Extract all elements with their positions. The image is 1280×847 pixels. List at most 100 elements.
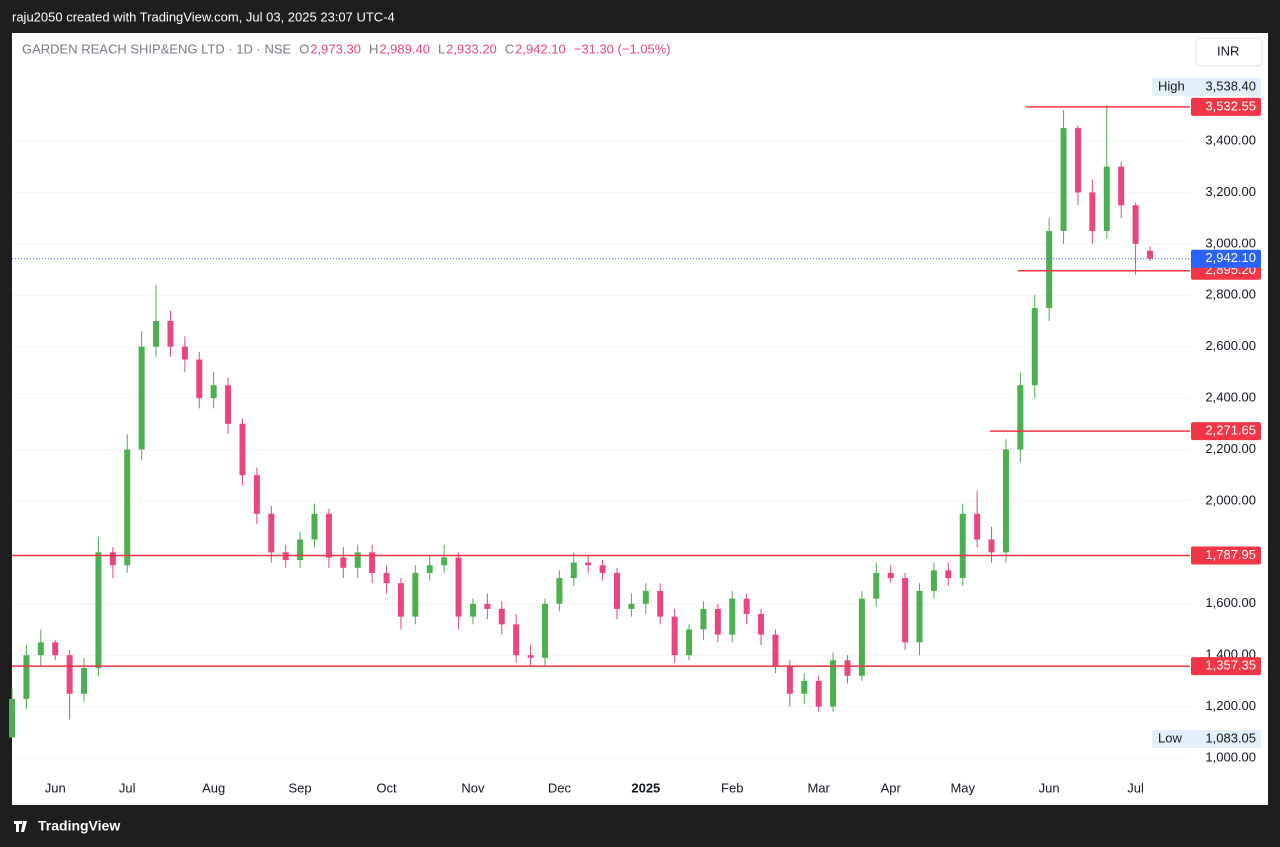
overlay: 3,532.552,895.202,271.651,787.951,357.35… [12,78,1261,748]
y-tick-label: 3,400.00 [1205,132,1256,147]
x-tick-label: Jun [1039,780,1060,795]
y-tick-label: 3,000.00 [1205,235,1256,250]
candle-body [1002,449,1009,553]
candle-body [426,565,433,573]
candle-body [124,449,131,566]
candle-body [1132,205,1139,244]
y-tick-label: 2,000.00 [1205,492,1256,507]
currency[interactable]: INR [1217,43,1239,58]
candle-body [729,598,736,635]
candle-body [974,513,981,540]
last-price-bg [1191,249,1261,268]
candle-body [887,572,894,579]
y-tick-label: 2,400.00 [1205,390,1256,405]
level-label-bg [1191,546,1261,565]
candle-body [844,660,851,676]
candle-body [743,598,750,615]
candle-body [758,614,765,635]
candle-body [9,698,15,738]
candle-body [441,557,448,566]
candle-body [311,513,318,540]
candle-body [527,655,534,658]
quote-value: 2,942.10 [515,41,566,56]
y-tick-label: 1,600.00 [1205,595,1256,610]
candle-body [686,629,693,656]
y-tick-label: 3,200.00 [1205,184,1256,199]
candle-body [858,598,865,676]
x-tick-label: Mar [807,780,830,795]
grid: 1,000.001,200.001,400.001,600.001,800.00… [12,132,1256,795]
y-tick-label: 2,200.00 [1205,441,1256,456]
candles [9,105,1153,738]
candle-body [484,603,491,609]
candle-body [1031,308,1038,386]
footer-brand: TradingView [38,818,120,834]
candle-body [153,320,160,347]
candle-body [354,552,361,568]
extreme-bg [1152,730,1261,748]
candle-body [1046,230,1053,309]
candle-body [585,562,592,566]
candle-body [830,660,837,707]
candle-body [167,320,174,347]
candle-body [66,655,73,694]
extreme-value: 1,083.05 [1205,730,1256,745]
candle-body [210,385,217,399]
extreme-key: High [1158,78,1185,93]
x-tick-label: 2025 [631,780,660,795]
candle-body [369,552,376,573]
candle-body [397,583,404,617]
y-tick-label: 1,000.00 [1205,749,1256,764]
candle-body [945,570,952,579]
candle-body [1147,250,1153,259]
candle-body [700,608,707,630]
extreme-value: 3,538.40 [1205,78,1256,93]
candle-body [930,570,937,591]
y-tick-label: 1,200.00 [1205,698,1256,713]
candle-body [772,634,779,666]
candle-body [513,624,520,656]
candle-body [412,572,419,617]
candle-body [498,608,505,625]
x-tick-label: Apr [881,780,902,795]
level-label-bg [1191,657,1261,676]
last-price-label: 2,942.10 [1205,250,1256,265]
x-tick-label: Aug [202,780,225,795]
extreme-key: Low [1158,730,1182,745]
header-text: raju2050 created with TradingView.com, J… [12,9,395,24]
quote-key: L [438,41,445,56]
candle-body [81,668,88,694]
level-label: 3,532.55 [1205,98,1256,113]
candle-body [383,572,390,584]
candle-body [181,346,188,360]
candle-body [325,513,332,558]
x-tick-label: Nov [461,780,485,795]
level-label: 1,357.35 [1205,658,1256,673]
x-tick-label: Dec [548,780,572,795]
candle-body [541,603,548,658]
quote-change: −31.30 (−1.05%) [574,41,671,56]
candle-body [225,385,232,424]
candle-body [1017,385,1024,450]
candle-body [297,539,304,561]
x-tick-label: Jul [1127,780,1144,795]
x-tick-label: Feb [721,780,743,795]
candle-body [916,590,923,643]
candle-body [1118,166,1125,206]
currency-button[interactable] [1195,37,1263,67]
candle-body [455,557,462,617]
y-tick-label: 2,600.00 [1205,338,1256,353]
x-tick-label: Sep [289,780,312,795]
level-label: 1,787.95 [1205,547,1256,562]
candle-body [52,642,59,656]
y-tick-label: 2,800.00 [1205,287,1256,302]
level-label-bg [1191,97,1261,116]
candle-body [714,608,721,635]
candle-body [873,572,880,599]
candle-body [109,552,116,566]
candle-body [556,578,563,604]
candle-body [959,513,966,579]
candle-body [599,565,606,573]
candle-body [340,557,347,568]
